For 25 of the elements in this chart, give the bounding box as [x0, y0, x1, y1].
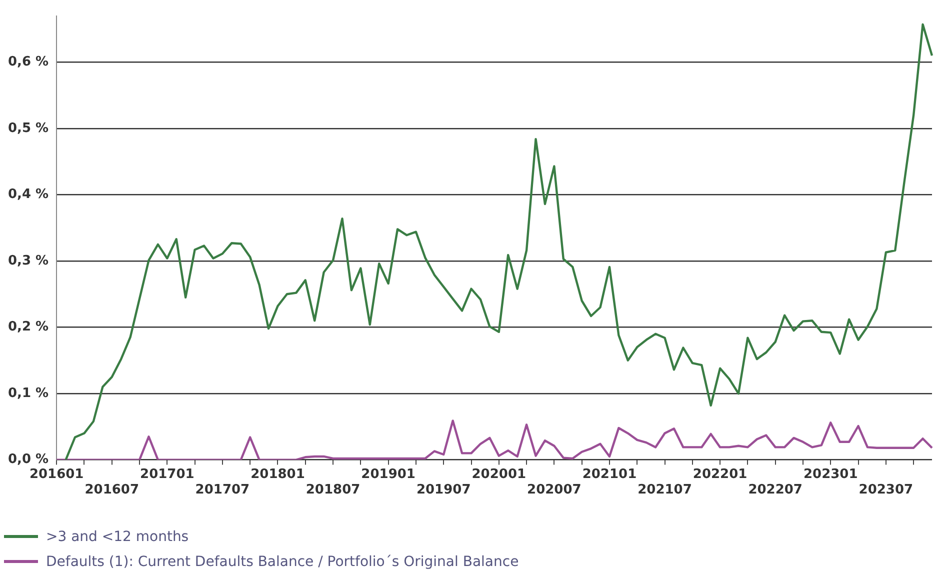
x-tick-label: 201801 — [250, 466, 305, 482]
y-tick-label: 0,3 % — [8, 253, 49, 268]
x-tick-label: 201707 — [195, 482, 250, 498]
x-tick-label: 201607 — [84, 482, 140, 498]
x-tick-label: 202001 — [472, 466, 526, 482]
x-tick-label: 201807 — [306, 482, 360, 498]
y-tick-label: 0,6 % — [8, 54, 49, 70]
legend-label: Defaults (1): Current Defaults Balance / Portfolio´s Original Balance — [46, 554, 519, 570]
x-tick-label: 201701 — [140, 466, 194, 482]
x-tick-label: 202307 — [858, 482, 914, 498]
y-tick-label: 0,0 % — [8, 452, 49, 468]
x-tick-label: 202207 — [748, 482, 802, 498]
x-tick-label: 201901 — [361, 466, 416, 482]
x-tick-label: 202107 — [638, 482, 692, 498]
legend-label: >3 and <12 months — [46, 528, 189, 544]
x-tick-label: 201907 — [416, 482, 471, 498]
x-tick-label: 202101 — [582, 466, 637, 482]
x-tick-label: 202201 — [692, 466, 748, 482]
x-tick-label: 202007 — [527, 482, 582, 498]
y-tick-label: 0,1 % — [8, 386, 49, 401]
x-tick-label: 202301 — [803, 466, 858, 482]
x-tick-label: 201601 — [29, 466, 84, 482]
y-tick-label: 0,5 % — [8, 120, 49, 136]
y-tick-label: 0,4 % — [8, 187, 49, 202]
y-tick-label: 0,2 % — [8, 320, 49, 335]
